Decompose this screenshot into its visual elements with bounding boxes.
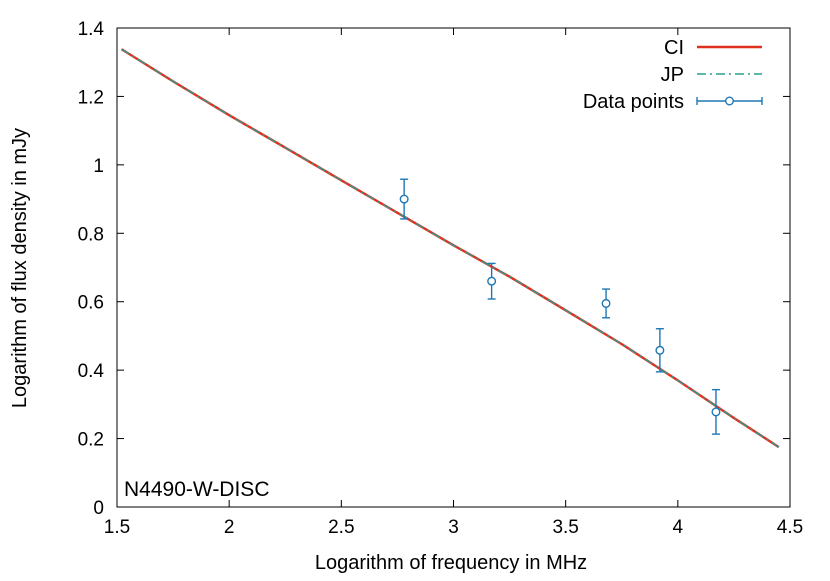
data-marker [399, 194, 409, 204]
y-tick-label: 1 [93, 156, 104, 177]
legend-entry: Data points [583, 91, 763, 113]
y-axis-label: Logarithm of flux density in mJy [9, 128, 31, 408]
plot-border [116, 27, 791, 508]
data-point [655, 328, 665, 373]
y-tick-label: 0.8 [78, 224, 104, 245]
x-tick-label: 2.5 [328, 517, 354, 538]
y-tick-label: 1.2 [78, 87, 104, 108]
data-point [487, 262, 497, 300]
series-lines [120, 48, 780, 449]
series-line-jp [121, 48, 780, 448]
legend-entry: JP [661, 64, 762, 86]
x-tick-label: 1.5 [104, 517, 130, 538]
x-tick-label: 4 [673, 517, 684, 538]
data-point [399, 178, 409, 220]
legend-label: JP [661, 64, 684, 86]
x-tick-label: 4.5 [777, 517, 803, 538]
data-marker [655, 345, 665, 355]
y-tick-label: 0.2 [78, 430, 104, 451]
legend: CI JP Data points [583, 37, 763, 113]
axis-ticks: 1.5 2 2.5 3 3.5 4 4.5 0 0.2 0.4 0.6 0.8 1 1.2 1.4 [78, 19, 804, 538]
data-point [711, 388, 721, 435]
data-marker [601, 298, 611, 308]
legend-swatch-marker [725, 96, 735, 106]
legend-label: Data points [583, 91, 684, 113]
data-marker [711, 407, 721, 417]
y-tick-label: 0.4 [78, 361, 105, 382]
data-points [399, 178, 721, 435]
plot-frame [116, 27, 791, 508]
x-axis-label: Logarithm of frequency in MHz [315, 552, 587, 574]
y-tick-label: 0.6 [78, 293, 104, 314]
x-tick-label: 3 [448, 517, 459, 538]
y-tick-label: 1.4 [78, 19, 105, 40]
chart-annotation: N4490-W-DISC [124, 478, 269, 501]
y-tick-label: 0 [93, 498, 104, 519]
legend-entry: CI [664, 37, 762, 59]
x-tick-label: 2 [224, 517, 235, 538]
legend-label: CI [664, 37, 684, 59]
data-point [601, 288, 611, 319]
data-marker [487, 276, 497, 286]
x-tick-label: 3.5 [552, 517, 578, 538]
